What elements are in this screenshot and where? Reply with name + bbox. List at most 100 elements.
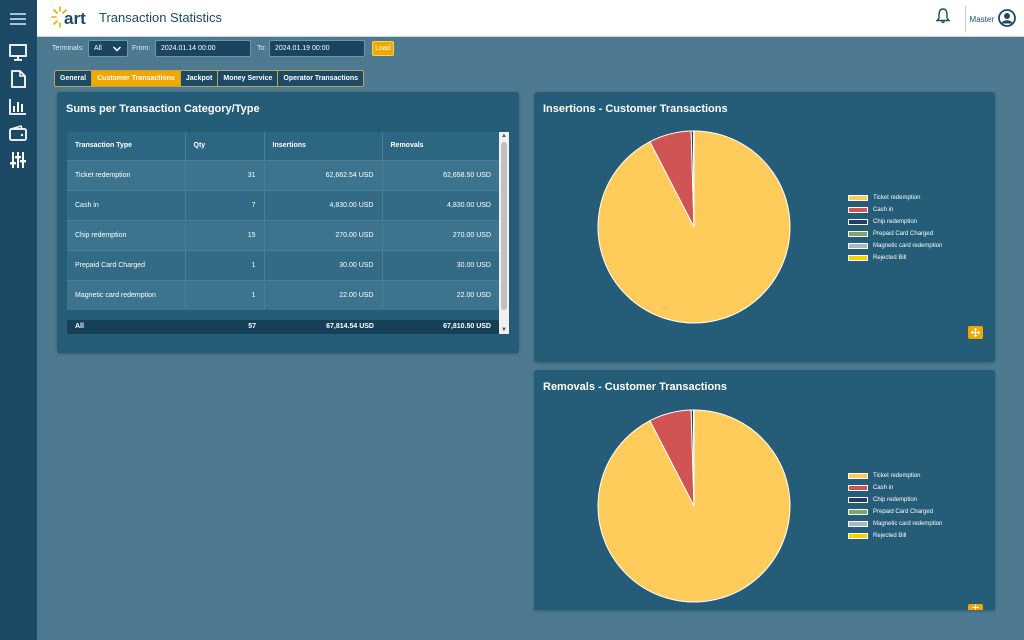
tab-bar: General Customer Transactions Jackpot Mo… — [54, 70, 365, 87]
total-qty: 57 — [248, 323, 256, 330]
cell-removals: 270.00 USD — [382, 219, 499, 250]
sums-table: Transaction Type Qty Insertions Removals… — [67, 132, 509, 334]
legend-swatch — [848, 509, 868, 515]
load-button[interactable]: Load — [372, 41, 394, 56]
cell-removals: 22.00 USD — [382, 279, 499, 310]
cell-qty: 1 — [185, 249, 265, 280]
legend-swatch — [848, 231, 868, 237]
legend-label: Prepaid Card Charged — [873, 509, 934, 515]
legend-swatch — [848, 485, 868, 491]
sums-panel-title: Sums per Transaction Category/Type — [66, 103, 260, 115]
to-date-input[interactable]: 2024.01.19 00:00 — [269, 40, 365, 57]
table-row[interactable]: Prepaid Card Charged 1 30.00 USD 30.00 U… — [67, 249, 499, 280]
legend-item[interactable]: Magnetic card redemption — [848, 240, 942, 252]
move-icon[interactable] — [968, 604, 983, 610]
legend-label: Magnetic card redemption — [873, 521, 943, 527]
removals-panel: Removals - Customer Transactions Ticket … — [534, 370, 995, 610]
legend-swatch — [848, 243, 868, 249]
legend-label: Prepaid Card Charged — [873, 231, 934, 237]
scroll-up-icon[interactable]: ▲ — [501, 133, 507, 139]
table-row[interactable]: Cash in 7 4,830.00 USD 4,830.00 USD — [67, 189, 499, 220]
legend-item[interactable]: Rejected Bill — [848, 252, 942, 264]
monitor-icon[interactable] — [8, 42, 28, 62]
art-logo: art — [51, 4, 99, 32]
legend-item[interactable]: Ticket redemption — [848, 192, 942, 204]
cell-type: Chip redemption — [67, 219, 186, 250]
table-total-row: All 57 67,814.54 USD 67,810.50 USD — [67, 320, 499, 334]
sums-panel: Sums per Transaction Category/Type Trans… — [57, 92, 519, 353]
legend-item[interactable]: Ticket redemption — [848, 470, 942, 482]
cell-qty: 31 — [185, 159, 265, 190]
from-label: From: — [132, 45, 151, 52]
insertions-legend: Ticket redemption Cash in Chip redemption P… — [848, 192, 942, 264]
total-insertions: 67,814.54 USD — [326, 323, 374, 330]
legend-item[interactable]: Chip redemption — [848, 494, 942, 506]
cell-removals: 4,830.00 USD — [382, 189, 499, 220]
column-header-removals[interactable]: Removals — [382, 132, 499, 160]
column-header-qty[interactable]: Qty — [185, 132, 265, 160]
legend-label: Magnetic card redemption — [873, 243, 943, 249]
legend-item[interactable]: Cash in — [848, 482, 942, 494]
column-header-insertions[interactable]: Insertions — [264, 132, 383, 160]
total-removals: 67,810.50 USD — [443, 323, 491, 330]
table-scrollbar[interactable]: ▲ ▼ — [499, 132, 509, 334]
table-row[interactable]: Chip redemption 15 270.00 USD 270.00 USD — [67, 219, 499, 250]
to-label: To: — [257, 45, 267, 52]
user-name[interactable]: Master — [969, 15, 994, 24]
legend-label: Rejected Bill — [873, 255, 907, 261]
cell-type: Ticket redemption — [67, 159, 186, 190]
tab-customer-transactions[interactable]: Customer Transactions — [92, 71, 181, 86]
legend-swatch — [848, 533, 868, 539]
legend-swatch — [848, 497, 868, 503]
cell-type: Magnetic card redemption — [67, 279, 186, 310]
legend-swatch — [848, 207, 868, 213]
cell-removals: 30.00 USD — [382, 249, 499, 280]
tab-operator-transactions[interactable]: Operator Transactions — [283, 75, 359, 82]
page-title: Transaction Statistics — [99, 10, 223, 25]
legend-swatch — [848, 195, 868, 201]
legend-label: Ticket redemption — [873, 473, 921, 479]
insertions-chart-title: Insertions - Customer Transactions — [543, 103, 728, 115]
table-row[interactable]: Ticket redemption 31 62,662.54 USD 62,65… — [67, 159, 499, 190]
document-icon[interactable] — [8, 69, 28, 89]
sidebar — [0, 0, 37, 640]
cell-insertions: 270.00 USD — [264, 219, 383, 250]
total-type: All — [75, 323, 84, 330]
legend-label: Rejected Bill — [873, 533, 907, 539]
move-icon[interactable] — [968, 326, 983, 339]
sliders-icon[interactable] — [8, 150, 28, 170]
tab-jackpot[interactable]: Jackpot — [181, 71, 219, 86]
cell-insertions: 22.00 USD — [264, 279, 383, 310]
column-header-type[interactable]: Transaction Type — [67, 132, 186, 160]
scroll-thumb[interactable] — [501, 142, 507, 310]
legend-label: Chip redemption — [873, 219, 918, 225]
bar-chart-icon[interactable] — [8, 96, 28, 116]
legend-swatch — [848, 521, 868, 527]
terminals-select[interactable]: All — [88, 40, 128, 57]
wallet-icon[interactable] — [8, 123, 28, 143]
bell-icon[interactable] — [935, 8, 954, 28]
cell-qty: 15 — [185, 219, 265, 250]
cell-removals: 62,658.50 USD — [382, 159, 499, 190]
scroll-down-icon[interactable]: ▼ — [501, 327, 507, 333]
tab-general[interactable]: General — [55, 71, 93, 86]
legend-swatch — [848, 473, 868, 479]
legend-swatch — [848, 219, 868, 225]
user-avatar-icon[interactable] — [998, 9, 1016, 27]
legend-label: Ticket redemption — [873, 195, 921, 201]
table-row[interactable]: Magnetic card redemption 1 22.00 USD 22.… — [67, 279, 499, 310]
legend-item[interactable]: Magnetic card redemption — [848, 518, 942, 530]
legend-item[interactable]: Chip redemption — [848, 216, 942, 228]
removals-legend: Ticket redemption Cash in Chip redemption P… — [848, 470, 942, 542]
tab-money-service[interactable]: Money Service — [218, 71, 279, 86]
legend-item[interactable]: Rejected Bill — [848, 530, 942, 542]
legend-item[interactable]: Prepaid Card Charged — [848, 228, 942, 240]
terminals-label: Terminals: — [52, 45, 84, 52]
legend-item[interactable]: Prepaid Card Charged — [848, 506, 942, 518]
from-date-input[interactable]: 2024.01.14 00:00 — [155, 40, 251, 57]
legend-item[interactable]: Cash in — [848, 204, 942, 216]
legend-label: Cash in — [873, 207, 894, 213]
menu-icon[interactable] — [8, 9, 28, 29]
legend-label: Cash in — [873, 485, 894, 491]
chevron-down-icon — [112, 44, 122, 54]
